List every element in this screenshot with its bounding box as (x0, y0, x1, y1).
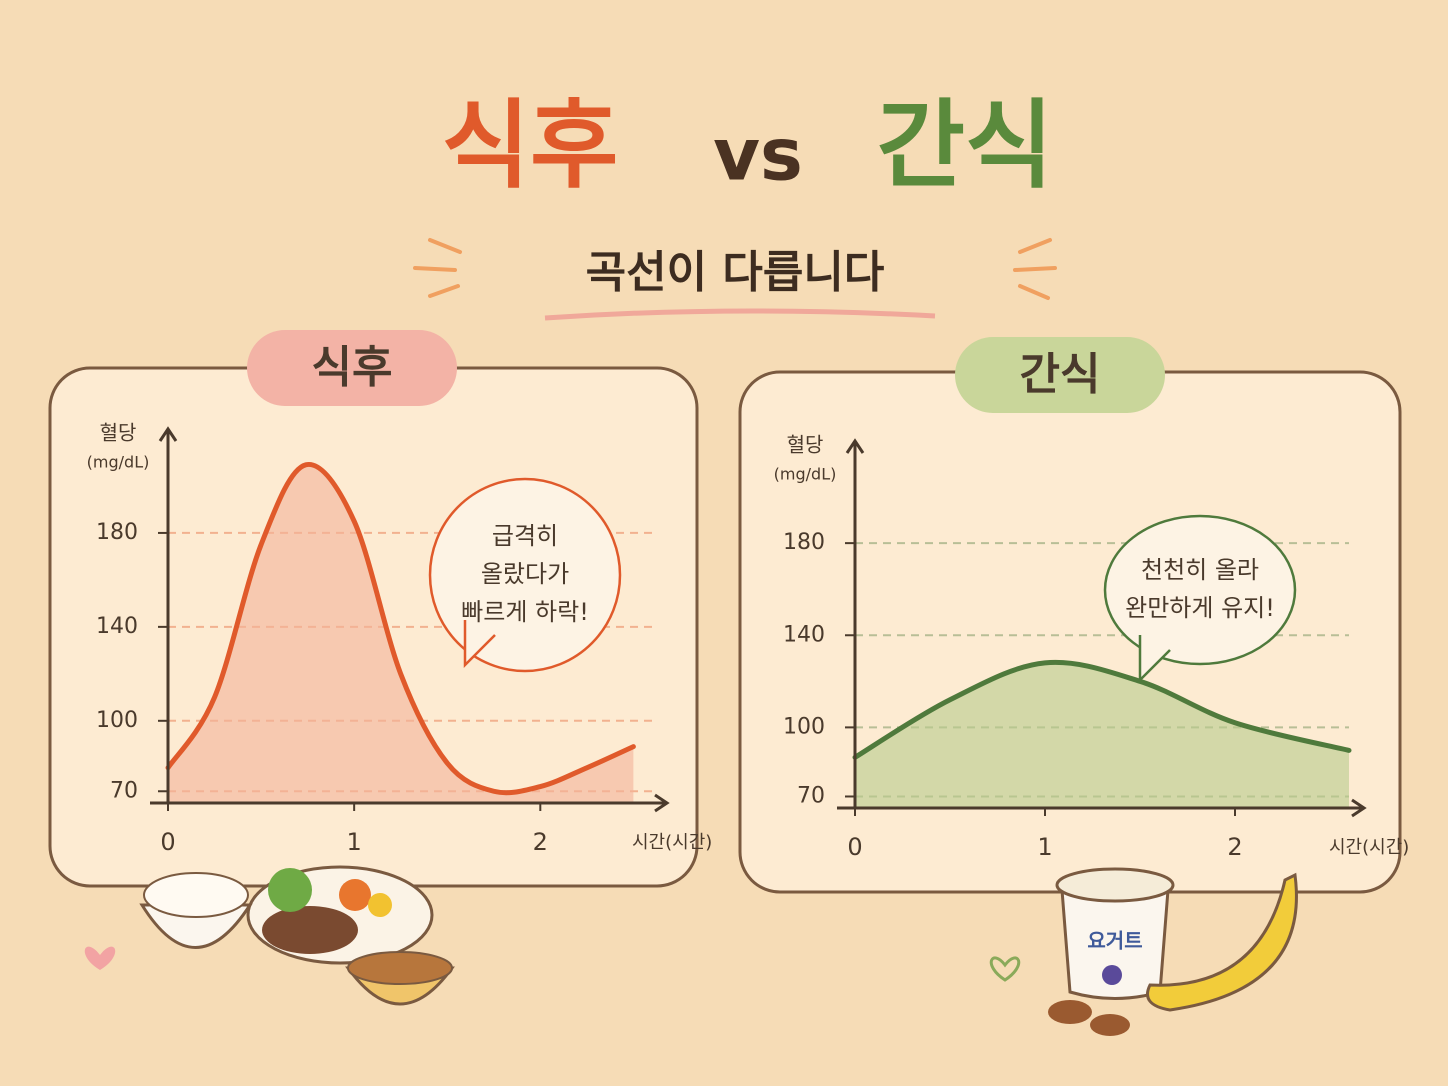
speech-bubble (1103, 514, 1297, 666)
area (168, 464, 634, 803)
y-tick-label: 100 (783, 714, 825, 739)
snack-illustration: 요거트 (989, 867, 1298, 1036)
x-tick-label: 0 (160, 828, 175, 856)
x-axis-label: 시간(시간) (632, 832, 712, 853)
x-axis-label: 시간(시간) (1329, 837, 1409, 858)
yogurt-label: 요거트 (1087, 929, 1142, 953)
annotation: 빠르게 하락! (461, 598, 589, 626)
annotation: 완만하게 유지! (1125, 594, 1275, 622)
annotation: 천천히 올라 (1141, 556, 1259, 584)
x-axis (150, 793, 670, 813)
line (852, 659, 1352, 760)
sparks (413, 238, 1057, 300)
x-tick-label: 2 (533, 828, 548, 856)
y-axis-label: 혈당 (787, 433, 824, 457)
x-tick-label: 0 (847, 833, 862, 861)
y-tick-label: 140 (783, 622, 825, 647)
title-right: 간식 (877, 89, 1054, 201)
line (165, 462, 636, 796)
y-axis-unit: (mg/dL) (774, 465, 837, 484)
panel (738, 370, 1402, 894)
x-tick-label: 2 (1227, 833, 1242, 861)
y-tick-label: 70 (797, 783, 825, 808)
meal-illustration (84, 865, 455, 1006)
panel-label: 식후 (312, 342, 393, 393)
charts: 식후 70 100 140 180 0 1 2 혈당 (mg/dL) 시간(시간) 급격히올랐다가빠르… (48, 330, 1409, 894)
y-tick-label: 180 (783, 530, 825, 555)
annotation: 올랐다가 (481, 560, 569, 588)
x-axis (837, 798, 1367, 818)
area (855, 662, 1349, 808)
y-tick-label: 100 (96, 708, 138, 733)
panel-label: 간식 (1020, 349, 1101, 400)
annotation: 급격히 (492, 522, 558, 550)
y-axis-unit: (mg/dL) (87, 453, 150, 472)
x-tick-label: 1 (1037, 833, 1052, 861)
y-tick-label: 180 (96, 520, 138, 545)
y-axis (845, 438, 865, 808)
y-tick-label: 70 (110, 778, 138, 803)
speech-bubble (428, 477, 622, 673)
title-left: 식후 (442, 89, 619, 201)
panel-label-pill (247, 330, 457, 406)
subtitle: 곡선이 다릅니다 (586, 247, 885, 298)
speech-tail (463, 620, 496, 669)
x-tick-label: 1 (347, 828, 362, 856)
y-axis-label: 혈당 (100, 421, 137, 445)
y-tick-label: 140 (96, 614, 138, 639)
speech-tail (1138, 635, 1171, 684)
panel-label-pill (955, 337, 1165, 413)
title-vs: vs (713, 113, 803, 197)
underline (544, 308, 936, 321)
y-axis (158, 426, 178, 803)
